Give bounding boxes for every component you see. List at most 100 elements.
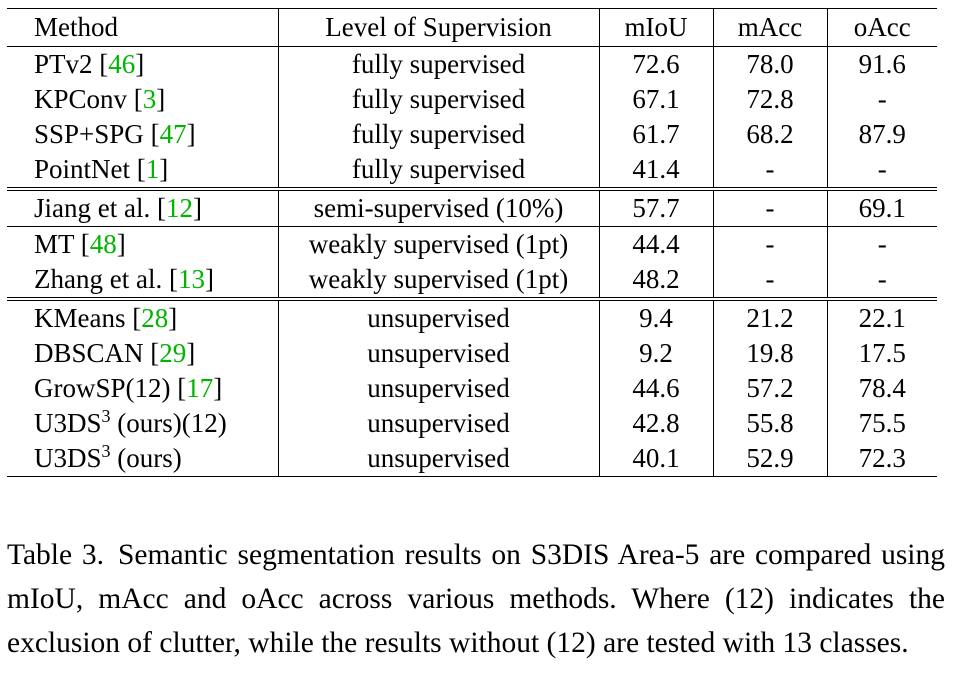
method-cell: PointNet [1]	[7, 152, 279, 189]
table-row: KPConv [3] fully supervised 67.1 72.8 -	[7, 82, 937, 117]
method-cell: Jiang et al. [12]	[7, 187, 279, 227]
miou-cell: 9.2	[599, 336, 714, 371]
table-body: PTv2 [46] fully supervised 72.6 78.0 91.6 KPC…	[7, 46, 937, 477]
citation-link[interactable]: 28	[141, 303, 169, 333]
header-level: Level of Supervision	[278, 8, 600, 47]
method-cell: SSP+SPG [47]	[7, 117, 279, 152]
method-cell: KPConv [3]	[7, 82, 279, 117]
table-row: U3DS3 (ours)(12) unsupervised 42.8 55.8 75.5	[7, 406, 937, 441]
method-cell: U3DS3 (ours)	[7, 441, 279, 477]
method-name: PTv2	[34, 49, 93, 79]
method-name: KMeans	[34, 303, 126, 333]
method-suffix: (ours)(12)	[110, 408, 227, 438]
method-name: Jiang et al.	[34, 193, 151, 223]
citation-link[interactable]: 17	[186, 373, 214, 403]
method-suffix: (ours)	[110, 443, 182, 473]
miou-cell: 61.7	[599, 117, 714, 152]
oacc-cell: -	[877, 264, 887, 294]
results-table: Method Level of Supervision mIoU mAcc oA…	[7, 8, 937, 477]
table-row: MT [48] weakly supervised (1pt) 44.4- -	[7, 226, 937, 262]
macc-cell: 78.0	[713, 46, 828, 82]
table-row: GrowSP(12) [17] unsupervised 44.6 57.2 78.4	[7, 371, 937, 406]
table-row: Jiang et al. [12] semi-supervised (10%) 57…	[7, 187, 937, 227]
level-cell: fully supervised	[278, 117, 600, 152]
miou-cell: 67.1	[599, 82, 714, 117]
level-cell: unsupervised	[278, 406, 600, 441]
miou-cell: 44.4	[599, 226, 714, 262]
results-table-container: Method Level of Supervision mIoU mAcc oA…	[7, 8, 937, 477]
method-cell: Zhang et al. [13]	[7, 262, 279, 299]
citation-link[interactable]: 12	[165, 193, 193, 223]
method-cell: MT [48]	[7, 226, 279, 262]
level-cell: fully supervised	[278, 82, 600, 117]
table-row: PointNet [1] fully supervised 41.4- -	[7, 152, 937, 189]
macc-cell: 19.8	[713, 336, 828, 371]
citation-link[interactable]: 48	[89, 229, 117, 259]
method-name: DBSCAN	[34, 338, 144, 368]
method-superscript: 3	[101, 406, 111, 426]
macc-cell: 55.8	[713, 406, 828, 441]
miou-cell: 42.8	[599, 406, 714, 441]
macc-cell: 21.2	[713, 297, 828, 336]
table-row: U3DS3 (ours) unsupervised 40.1 52.9 72.3	[7, 441, 937, 477]
table-row: Zhang et al. [13] weakly supervised (1pt)…	[7, 262, 937, 299]
level-cell: weakly supervised (1pt)	[278, 262, 600, 299]
miou-cell: 72.6	[599, 46, 714, 82]
oacc-cell: 87.9	[858, 119, 906, 149]
caption-text: Semantic segmentation results on S3DIS A…	[7, 538, 946, 659]
level-cell: unsupervised	[278, 371, 600, 406]
level-cell: fully supervised	[278, 46, 600, 82]
method-name: SSP+SPG	[34, 119, 144, 149]
caption-label: Table 3.	[7, 538, 104, 571]
method-name: PointNet	[34, 154, 131, 184]
macc-cell: 72.8	[713, 82, 828, 117]
level-cell: unsupervised	[278, 441, 600, 477]
macc-cell: 68.2	[713, 117, 828, 152]
oacc-cell: 75.5	[858, 408, 906, 438]
level-cell: fully supervised	[278, 152, 600, 189]
method-cell: DBSCAN [29]	[7, 336, 279, 371]
oacc-cell: -	[827, 226, 937, 262]
method-superscript: 3	[101, 441, 111, 461]
table-row: SSP+SPG [47] fully supervised 61.7 68.2 87.9	[7, 117, 937, 152]
method-cell: U3DS3 (ours)(12)	[7, 406, 279, 441]
oacc-cell: 69.1	[827, 187, 937, 227]
table-row: DBSCAN [29] unsupervised 9.2 19.8 17.5	[7, 336, 937, 371]
citation-link[interactable]: 29	[159, 338, 187, 368]
macc-cell: -	[713, 262, 828, 299]
miou-cell: 57.7	[599, 187, 714, 227]
method-cell: PTv2 [46]	[7, 46, 279, 82]
level-cell: unsupervised	[278, 336, 600, 371]
citation-link[interactable]: 1	[145, 154, 160, 184]
citation-link[interactable]: 13	[177, 264, 205, 294]
method-cell: KMeans [28]	[7, 297, 279, 336]
oacc-cell: 17.5	[858, 338, 906, 368]
header-miou: mIoU	[599, 8, 714, 47]
miou-cell: 44.6	[599, 371, 714, 406]
level-cell: semi-supervised (10%)	[278, 187, 600, 227]
method-name: MT	[34, 229, 75, 259]
oacc-cell: -	[877, 84, 887, 114]
method-name: U3DS	[34, 443, 102, 473]
macc-cell: -	[713, 226, 828, 262]
citation-link[interactable]: 3	[142, 84, 157, 114]
citation-link[interactable]: 47	[159, 119, 187, 149]
macc-cell: 57.2	[713, 371, 828, 406]
header-macc: mAcc	[713, 8, 828, 47]
oacc-cell: 78.4	[858, 373, 906, 403]
oacc-cell: 22.1	[827, 297, 937, 336]
method-name: GrowSP(12)	[34, 373, 171, 403]
table-header-row: Method Level of Supervision mIoU mAcc oA…	[7, 8, 937, 47]
macc-cell: -	[713, 152, 828, 189]
level-cell: weakly supervised (1pt)	[278, 226, 600, 262]
method-cell: GrowSP(12) [17]	[7, 371, 279, 406]
miou-cell: 41.4	[599, 152, 714, 189]
table-row: KMeans [28] unsupervised 9.4 21.2 22.1	[7, 297, 937, 336]
method-name: U3DS	[34, 408, 102, 438]
citation-link[interactable]: 46	[108, 49, 136, 79]
macc-cell: -	[713, 187, 828, 227]
miou-cell: 48.2	[599, 262, 714, 299]
macc-cell: 52.9	[713, 441, 828, 477]
oacc-cell: -	[877, 154, 887, 184]
header-oacc: oAcc	[827, 8, 937, 47]
